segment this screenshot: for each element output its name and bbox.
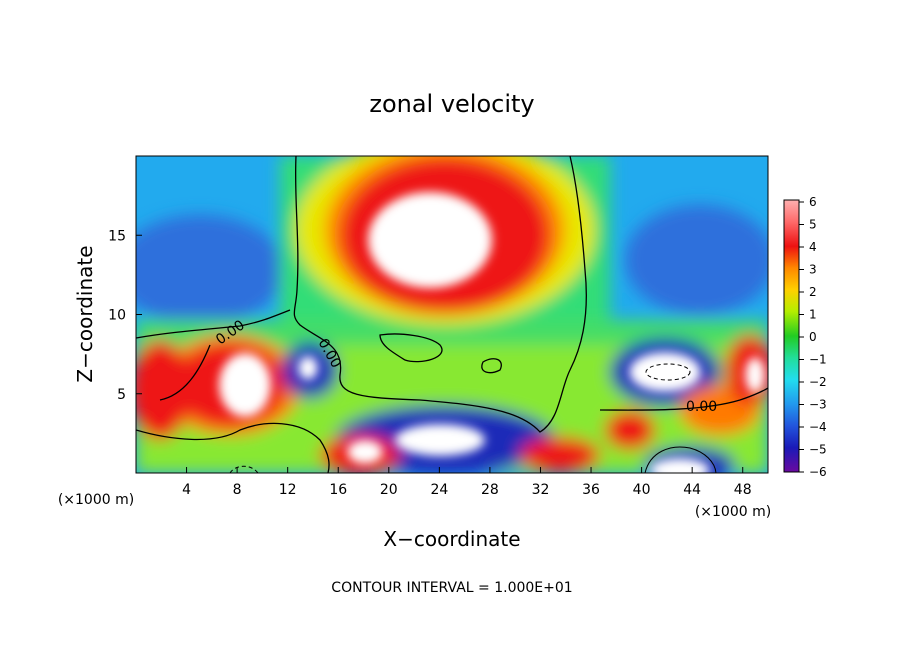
x-tick-label: 12	[279, 482, 297, 498]
x-tick-label: 44	[683, 482, 701, 498]
colorbar-tick-label: 2	[809, 285, 817, 299]
colorbar-tick-label: 3	[809, 263, 817, 277]
y-axis-unit: (×1000 m)	[58, 492, 134, 508]
colorbar-tick-label: 6	[809, 195, 817, 209]
y-tick-label: 5	[117, 387, 126, 403]
colorbar-tick-label: −3	[809, 398, 827, 412]
colorbar-tick-label: −5	[809, 443, 827, 457]
colorbar-tick-label: −6	[809, 465, 827, 479]
colorbar-tick-label: −2	[809, 375, 827, 389]
x-tick-label: 16	[329, 482, 347, 498]
y-axis-title: Z−coordinate	[73, 245, 97, 382]
x-tick-label: 32	[532, 482, 550, 498]
x-tick-label: 28	[481, 482, 499, 498]
chart-title: zonal velocity	[369, 90, 534, 118]
colorbar-tick-label: 1	[809, 308, 817, 322]
x-tick-label: 24	[430, 482, 448, 498]
colorbar-tick-label: 4	[809, 240, 817, 254]
contour-interval-label: CONTOUR INTERVAL = 1.000E+01	[331, 580, 572, 596]
y-axis: 5 10 15	[108, 228, 142, 403]
x-axis-unit: (×1000 m)	[695, 504, 771, 520]
x-tick-label: 40	[633, 482, 651, 498]
x-tick-label: 20	[380, 482, 398, 498]
x-tick-label: 36	[582, 482, 600, 498]
x-tick-label: 4	[182, 482, 191, 498]
contour-label: 0.00	[686, 399, 717, 415]
x-axis-title: X−coordinate	[383, 527, 520, 551]
heatmap-field	[136, 156, 768, 473]
colorbar-gradient	[783, 199, 800, 473]
x-tick-label: 8	[233, 482, 242, 498]
colorbar-tick-label: −4	[809, 420, 827, 434]
y-tick-label: 15	[108, 228, 126, 244]
y-tick-label: 10	[108, 308, 126, 324]
colorbar: 6 5 4 3 2 1 0 −1 −2 −3 −4 −5 −6	[783, 195, 827, 479]
colorbar-tick-label: −1	[809, 353, 827, 367]
colorbar-tick-label: 0	[809, 330, 817, 344]
x-axis: 4 8 12 16 20 24 28 32 36 40 44 48	[182, 467, 752, 498]
x-tick-label: 48	[734, 482, 752, 498]
colorbar-tick-label: 5	[809, 218, 817, 232]
